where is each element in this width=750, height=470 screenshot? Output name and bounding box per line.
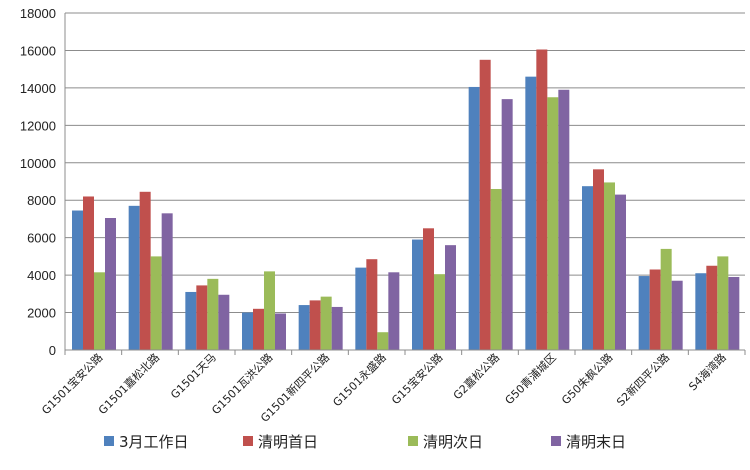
bar: [185, 291, 197, 350]
bar: [445, 245, 456, 350]
y-tick-label: 10000: [20, 156, 56, 171]
bar: [501, 99, 513, 350]
bar: [717, 256, 729, 350]
x-tick-label: G2嘉松公路: [450, 350, 502, 402]
bar: [479, 59, 491, 351]
bar: [83, 196, 94, 350]
y-tick-label: 6000: [27, 231, 56, 246]
x-tick-label: G1501永盛路: [330, 350, 389, 409]
bar: [207, 278, 219, 350]
y-tick-label: 4000: [27, 268, 56, 283]
x-tick-label: S2新四平公路: [613, 350, 672, 409]
x-tick-label: S4海湾路: [686, 350, 729, 393]
legend-swatch: [243, 436, 253, 446]
bar: [547, 97, 559, 350]
bar: [412, 239, 423, 350]
bar: [128, 205, 140, 350]
bar: [331, 306, 343, 350]
bar: [105, 218, 116, 350]
bar: [218, 294, 230, 350]
y-tick-label: 16000: [20, 43, 56, 58]
gridlines: [65, 12, 745, 314]
y-tick-label: 2000: [27, 306, 56, 321]
axes: [64, 13, 746, 355]
bar: [728, 276, 740, 350]
bar: [161, 213, 173, 350]
bar: [649, 269, 661, 350]
y-tick-label: 0: [49, 343, 56, 358]
bar: [320, 296, 332, 350]
legend-label: 清明末日: [566, 433, 626, 451]
legend: 3月工作日 清明首日 清明次日 清明末日: [104, 433, 626, 451]
bar: [242, 312, 253, 350]
y-tick-labels: 0 2000 4000 6000 8000 10000 12000 14000 16000 180…: [20, 6, 56, 358]
legend-swatch: [408, 436, 418, 446]
bar: [593, 169, 604, 350]
bar: [695, 273, 707, 350]
bar: [615, 194, 626, 350]
bars: [72, 49, 740, 351]
bar: [388, 272, 400, 350]
legend-label: 清明首日: [258, 433, 318, 451]
bar: [706, 265, 718, 350]
bar: [139, 191, 151, 350]
bar: [558, 89, 570, 350]
bar: [366, 259, 378, 350]
bar: [671, 280, 683, 350]
bar: [582, 186, 593, 350]
bar: [468, 86, 480, 351]
y-tick-label: 12000: [20, 118, 56, 133]
y-tick-label: 18000: [20, 6, 56, 21]
bar: [355, 267, 367, 350]
bar: [275, 313, 286, 350]
bar: [604, 182, 615, 350]
bar: [298, 305, 310, 350]
bar: [377, 332, 389, 350]
bar: [253, 308, 264, 350]
x-tick-label: G1501天马: [168, 351, 219, 402]
bar: [490, 188, 502, 350]
x-tick-label: G15宝安公路: [389, 350, 446, 407]
bar: [196, 285, 208, 350]
bar: [150, 256, 162, 350]
bar: [94, 272, 105, 350]
bar: [434, 274, 445, 350]
bar: [72, 210, 83, 350]
y-tick-label: 8000: [27, 193, 56, 208]
y-tick-label: 14000: [20, 81, 56, 96]
legend-label: 清明次日: [423, 433, 483, 451]
bar: [264, 271, 275, 350]
x-tick-label: G50朱枫公路: [559, 350, 616, 407]
legend-swatch: [104, 436, 114, 446]
bar: [525, 76, 537, 351]
bar: [536, 49, 548, 351]
x-tick-label: G50青浦城区: [503, 351, 559, 407]
bar: [423, 228, 434, 350]
legend-swatch: [551, 436, 561, 446]
bar: [309, 300, 321, 350]
legend-label: 3月工作日: [119, 433, 189, 451]
bar: [660, 248, 672, 350]
bar: [638, 276, 650, 350]
